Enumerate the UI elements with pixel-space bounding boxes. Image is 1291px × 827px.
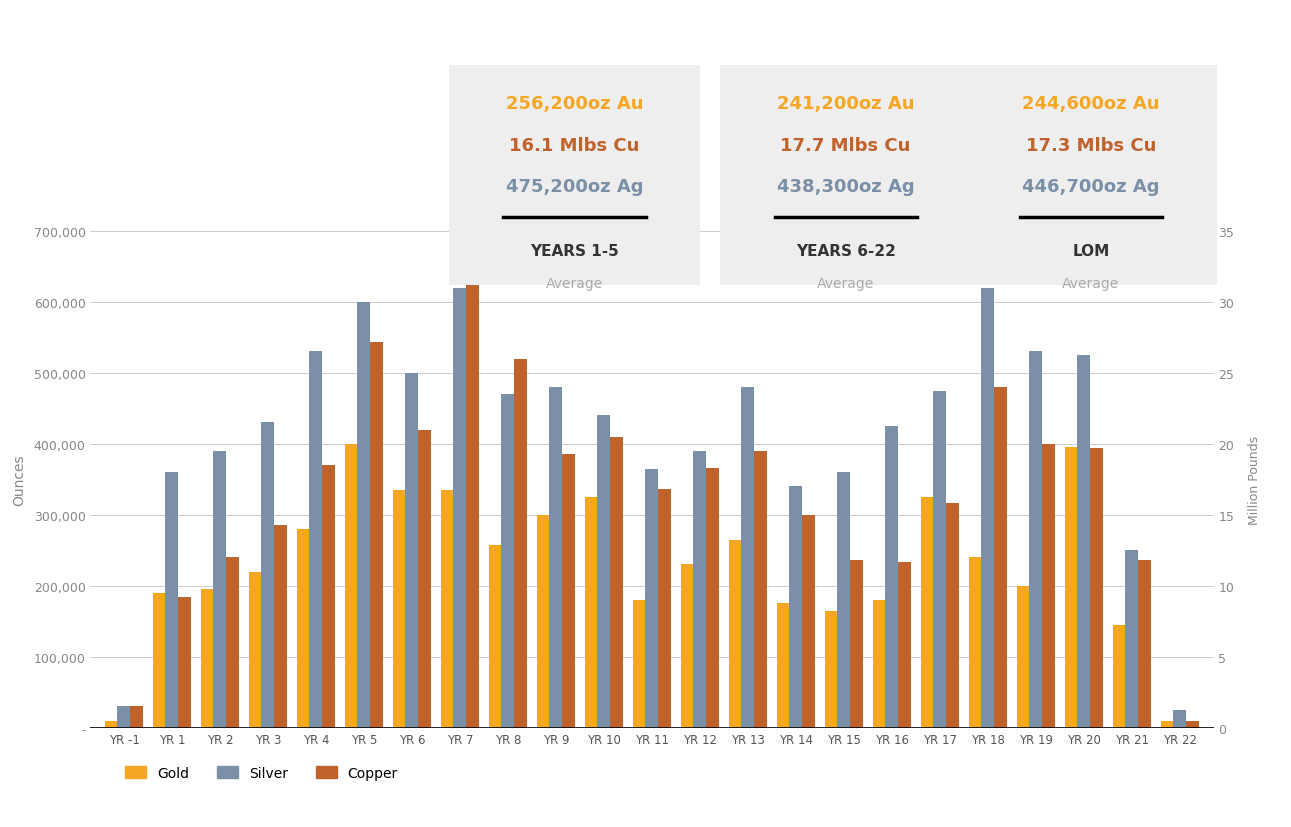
Bar <box>200 590 213 728</box>
Bar <box>1029 352 1042 728</box>
Bar <box>933 391 946 728</box>
Bar <box>1078 356 1091 728</box>
Bar <box>310 352 323 728</box>
Bar <box>693 452 706 728</box>
Bar <box>611 437 624 728</box>
Bar <box>776 604 790 728</box>
Bar <box>550 388 563 728</box>
Bar <box>706 468 719 728</box>
Bar <box>680 565 693 728</box>
Text: 244,600oz Au: 244,600oz Au <box>1022 95 1159 113</box>
Bar <box>165 472 178 728</box>
Bar <box>886 427 899 728</box>
Bar <box>1113 625 1126 728</box>
Bar <box>537 515 550 728</box>
Bar <box>488 545 501 728</box>
Bar <box>1042 444 1055 728</box>
Y-axis label: Ounces: Ounces <box>13 454 27 505</box>
Legend: Gold, Silver, Copper: Gold, Silver, Copper <box>120 760 404 786</box>
Bar <box>1016 586 1029 728</box>
Bar <box>899 562 911 728</box>
Bar <box>275 525 288 728</box>
Bar <box>1161 720 1174 728</box>
Text: YEARS 1-5: YEARS 1-5 <box>531 244 618 259</box>
Bar <box>466 281 479 728</box>
Bar <box>838 472 851 728</box>
Bar <box>981 289 994 728</box>
Bar <box>213 452 226 728</box>
Bar <box>345 444 358 728</box>
Text: 241,200oz Au: 241,200oz Au <box>777 95 914 113</box>
Text: 438,300oz Ag: 438,300oz Ag <box>777 178 914 196</box>
Bar <box>297 529 310 728</box>
Bar <box>130 706 143 728</box>
Bar <box>249 571 262 728</box>
Bar <box>405 373 418 728</box>
Text: 17.3 Mlbs Cu: 17.3 Mlbs Cu <box>1026 136 1155 155</box>
Bar <box>873 600 886 728</box>
Bar <box>323 466 336 728</box>
Bar <box>633 600 646 728</box>
Bar <box>790 487 803 728</box>
Bar <box>152 593 165 728</box>
Bar <box>825 611 838 728</box>
Bar <box>501 394 514 728</box>
Bar <box>371 342 383 728</box>
Bar <box>1065 447 1078 728</box>
Text: LOM: LOM <box>1073 244 1109 259</box>
Bar <box>1186 720 1199 728</box>
Bar <box>728 540 741 728</box>
Bar <box>968 557 981 728</box>
Bar <box>358 303 371 728</box>
Bar <box>585 497 598 728</box>
Bar <box>563 454 576 728</box>
Bar <box>946 504 959 728</box>
Text: YEARS 6-22: YEARS 6-22 <box>795 244 896 259</box>
Bar <box>646 469 658 728</box>
Text: Average: Average <box>817 277 874 291</box>
Bar <box>1139 561 1152 728</box>
Bar <box>453 289 466 728</box>
Bar <box>262 423 275 728</box>
Text: 475,200oz Ag: 475,200oz Ag <box>506 178 643 196</box>
Bar <box>1174 710 1186 728</box>
Bar <box>514 359 528 728</box>
Bar <box>851 561 864 728</box>
Bar <box>226 557 239 728</box>
Bar <box>1091 448 1104 728</box>
Bar <box>440 490 453 728</box>
Bar <box>803 515 816 728</box>
Bar <box>920 497 933 728</box>
Text: 16.1 Mlbs Cu: 16.1 Mlbs Cu <box>510 136 639 155</box>
Bar <box>598 416 611 728</box>
Text: Average: Average <box>546 277 603 291</box>
Bar <box>117 706 130 728</box>
Bar <box>1126 551 1139 728</box>
Bar <box>658 490 671 728</box>
Bar <box>994 388 1007 728</box>
Text: 446,700oz Ag: 446,700oz Ag <box>1022 178 1159 196</box>
Text: Average: Average <box>1062 277 1119 291</box>
Bar <box>754 452 767 728</box>
Text: 17.7 Mlbs Cu: 17.7 Mlbs Cu <box>781 136 910 155</box>
Bar <box>418 430 431 728</box>
Bar <box>741 388 754 728</box>
Bar <box>392 490 405 728</box>
Bar <box>105 720 117 728</box>
Y-axis label: Million Pounds: Million Pounds <box>1248 435 1261 524</box>
Bar <box>178 597 191 728</box>
Text: 256,200oz Au: 256,200oz Au <box>506 95 643 113</box>
